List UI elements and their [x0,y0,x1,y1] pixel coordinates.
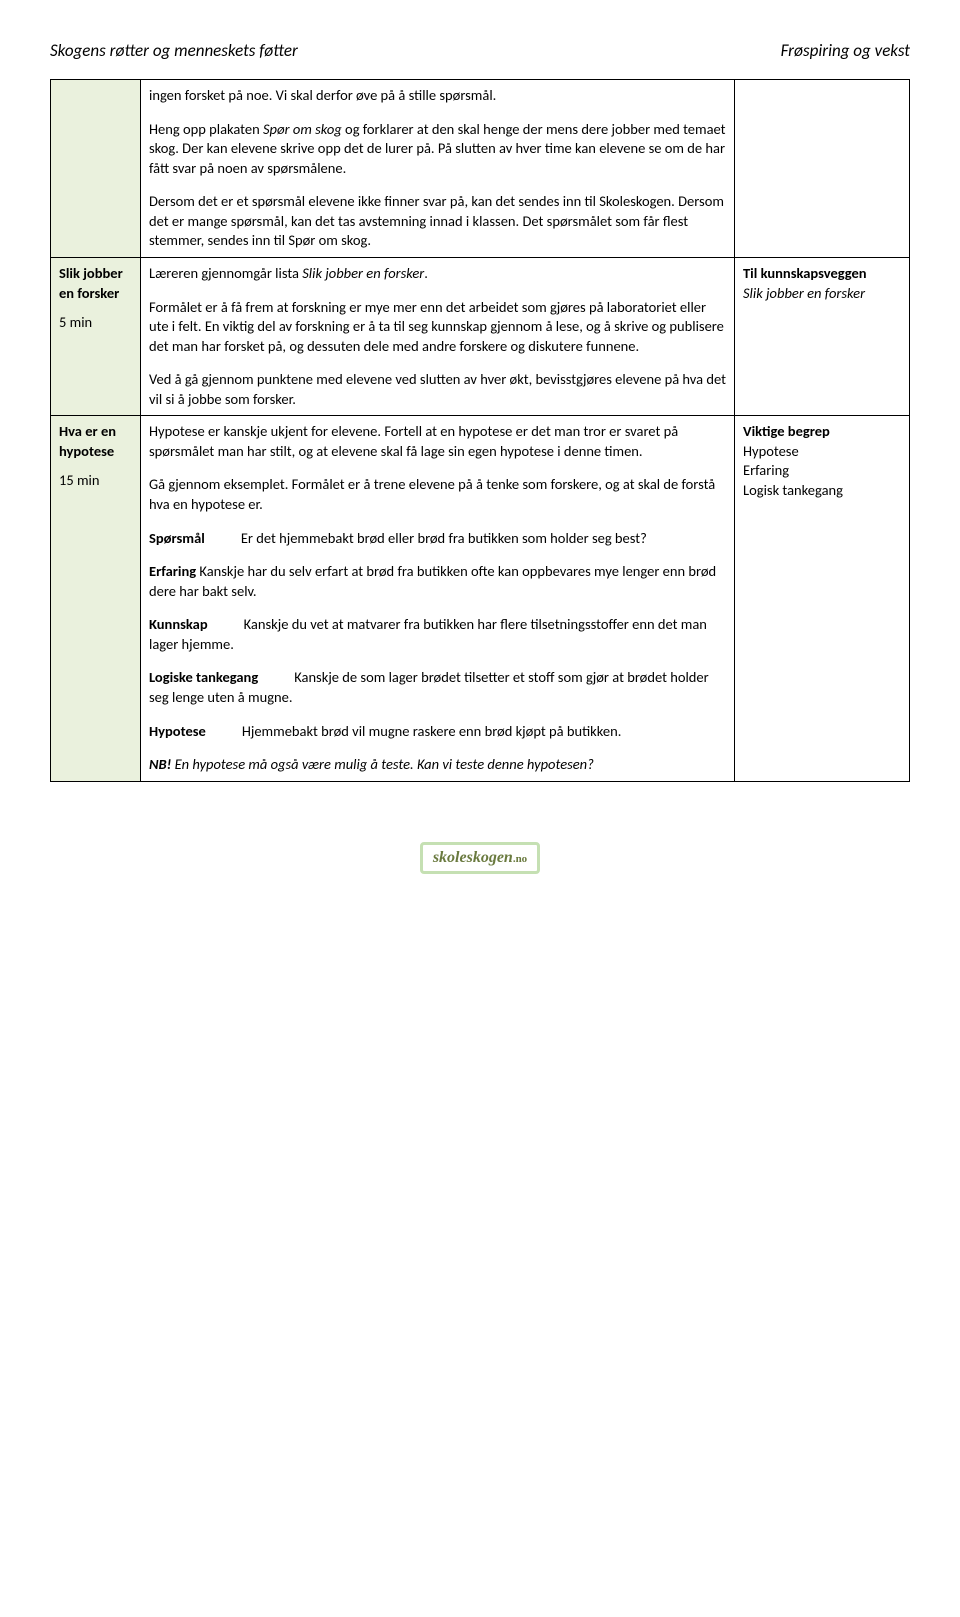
notes-title: Til kunnskapsveggen [743,264,901,284]
sidebar-cell [51,80,141,258]
paragraph: ingen forsket på noe. Vi skal derfor øve… [149,86,726,106]
def-text: Er det hjemmebakt brød eller brød fra bu… [241,529,647,547]
definition: Erfaring Kanskje har du selv erfart at b… [149,562,726,601]
notes-cell [735,80,910,258]
nb-label: NB! [149,755,171,773]
notes-line: Hypotese [743,442,901,462]
def-label: Kunnskap [149,615,208,633]
paragraph: Gå gjennom eksemplet. Formålet er å tren… [149,475,726,514]
def-text: Kanskje du vet at matvarer fra butikken … [149,615,707,653]
content-cell: Hypotese er kanskje ukjent for elevene. … [141,416,735,781]
logo-suffix: .no [513,853,527,865]
logo: skoleskogen.no [420,842,540,874]
paragraph: Læreren gjennomgår lista Slik jobber en … [149,264,726,284]
def-label: Hypotese [149,722,206,740]
def-label: Spørsmål [149,529,205,547]
table-row: ingen forsket på noe. Vi skal derfor øve… [51,80,910,258]
sidebar-title: Hva er en hypotese [59,422,132,461]
header-right: Frøspiring og vekst [781,40,910,61]
logo-main: skoleskogen [433,849,513,866]
paragraph: Formålet er å få frem at forskning er my… [149,298,726,357]
def-label: Logiske tankegang [149,668,258,686]
page-footer: skoleskogen.no [50,842,910,874]
notes-cell-empty [735,385,910,416]
sidebar-cell: Hva er en hypotese 15 min [51,416,141,781]
notes-cell: Viktige begrep Hypotese Erfaring Logisk … [735,416,910,781]
page-header: Skogens røtter og menneskets føtter Frøs… [50,40,910,61]
definition: Spørsmål Er det hjemmebakt brød eller brø… [149,529,726,549]
content-cell: ingen forsket på noe. Vi skal derfor øve… [141,80,735,258]
sidebar-time: 5 min [59,313,132,333]
nb-text: En hypotese må også være mulig å teste. … [171,755,593,773]
header-left: Skogens røtter og menneskets føtter [50,40,298,61]
notes-line: Slik jobber en forsker [743,284,901,304]
lesson-table: ingen forsket på noe. Vi skal derfor øve… [50,79,910,782]
def-text: Hjemmebakt brød vil mugne raskere enn br… [242,722,622,740]
sidebar-time: 15 min [59,471,132,491]
paragraph: Heng opp plakaten Spør om skog og forkla… [149,120,726,179]
paragraph: NB! En hypotese må også være mulig å tes… [149,755,726,775]
def-label: Erfaring [149,562,196,580]
def-text: Kanskje har du selv erfart at brød fra b… [149,562,716,600]
content-cell: Læreren gjennomgår lista Slik jobber en … [141,257,735,415]
table-row: Slik jobber en forsker 5 min Læreren gje… [51,257,910,385]
paragraph: Dersom det er et spørsmål elevene ikke f… [149,192,726,251]
definition: Hypotese Hjemmebakt brød vil mugne rasker… [149,722,726,742]
notes-line: Logisk tankegang [743,481,901,501]
paragraph: Hypotese er kanskje ukjent for elevene. … [149,422,726,461]
paragraph: Ved å gå gjennom punktene med elevene ve… [149,370,726,409]
notes-line: Erfaring [743,461,901,481]
notes-cell: Til kunnskapsveggen Slik jobber en forsk… [735,257,910,385]
definition: Logiske tankegangKanskje de som lager br… [149,668,726,707]
sidebar-cell: Slik jobber en forsker 5 min [51,257,141,415]
table-row: Hva er en hypotese 15 min Hypotese er ka… [51,416,910,781]
notes-title: Viktige begrep [743,422,901,442]
sidebar-title: Slik jobber en forsker [59,264,132,303]
definition: KunnskapKanskje du vet at matvarer fra b… [149,615,726,654]
